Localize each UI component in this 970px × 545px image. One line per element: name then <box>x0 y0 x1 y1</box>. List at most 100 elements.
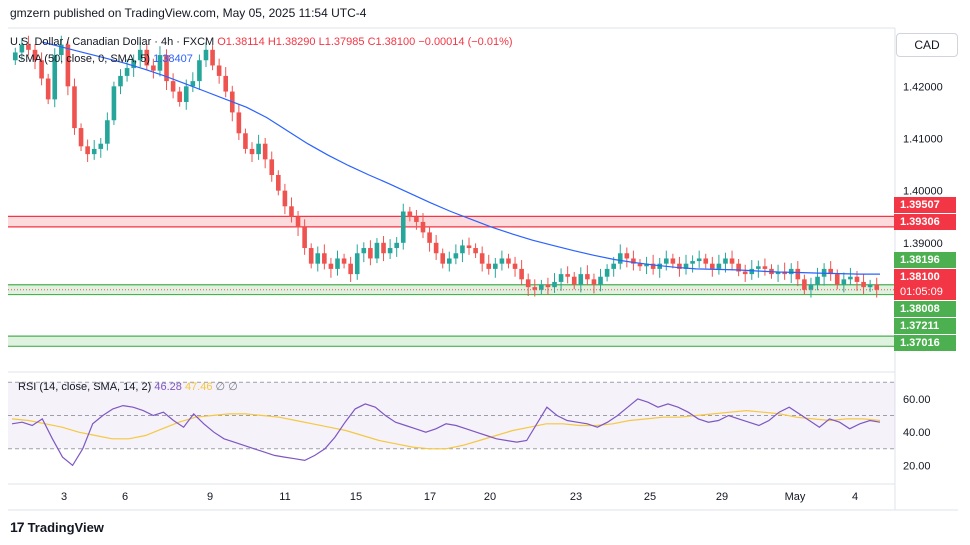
candle-body <box>565 274 570 277</box>
candle-body <box>72 86 77 129</box>
candle-body <box>118 75 123 87</box>
candle-body <box>407 211 413 217</box>
candle-body <box>460 245 465 254</box>
rsi-tick-label: 40.00 <box>903 427 931 439</box>
candle-body <box>644 263 649 267</box>
time-tick-label: 9 <box>207 491 213 503</box>
candle-body <box>762 266 768 269</box>
candle-body <box>539 284 544 290</box>
candle-body <box>269 159 275 176</box>
candle-body <box>499 258 505 264</box>
time-tick-label: May <box>785 491 806 503</box>
candle-body <box>236 112 242 134</box>
close-value: C1.38100 <box>367 36 416 48</box>
zones-layer <box>8 215 895 347</box>
rsi-bands <box>8 381 895 450</box>
candle-body <box>828 268 833 275</box>
time-tick-label: 17 <box>424 491 436 503</box>
sma-line <box>41 41 880 275</box>
candle-body <box>729 258 735 264</box>
rsi-legend[interactable]: RSI (14, close, SMA, 14, 2) 46.28 47.46 … <box>18 380 238 393</box>
candle-body <box>78 128 84 147</box>
rsi-label: RSI (14, close, SMA, 14, 2) <box>18 381 152 393</box>
time-tick-label: 20 <box>484 491 496 503</box>
candle-body <box>466 245 472 249</box>
candle-body <box>677 263 682 269</box>
price-tick-label: 1.40000 <box>903 186 943 198</box>
sma-label: SMA (50, close, 0, SMA, 5) <box>18 53 151 65</box>
resistance-bottom-tag: 1.39306 <box>894 214 956 230</box>
candle-body <box>703 258 709 264</box>
candle-body <box>512 263 518 269</box>
candle-body <box>493 263 498 269</box>
rsi-extra-2: ∅ <box>228 381 238 393</box>
candle-body <box>874 284 880 290</box>
candle-body <box>578 274 584 285</box>
candle-body <box>52 55 58 100</box>
candle-body <box>164 55 169 82</box>
candle-body <box>203 49 209 61</box>
candle-body <box>775 271 781 275</box>
candle-body <box>525 279 531 288</box>
price-tick-label: 1.39000 <box>903 238 943 250</box>
zone-support_near <box>8 284 895 295</box>
resistance-top-tag: 1.39507 <box>894 197 956 213</box>
time-tick-label: 23 <box>570 491 582 503</box>
rsi-ma-value: 47.46 <box>184 381 213 393</box>
candle-body <box>105 120 110 144</box>
candle-body <box>723 258 728 264</box>
candle-body <box>197 60 202 82</box>
time-tick-label: 15 <box>350 491 362 503</box>
candle-body <box>585 274 590 280</box>
brand-name: TradingView <box>27 519 104 535</box>
candle-body <box>552 281 557 288</box>
candles-layer <box>12 35 880 298</box>
candle-body <box>256 143 261 155</box>
candle-body <box>545 284 551 288</box>
low-value: L1.37985 <box>318 36 365 48</box>
candle-body <box>12 52 18 61</box>
candle-body <box>131 60 136 69</box>
candle-body <box>170 81 176 92</box>
candle-body <box>446 258 452 264</box>
candle-body <box>91 148 97 155</box>
candle-body <box>834 274 840 285</box>
sma-legend[interactable]: SMA (50, close, 0, SMA, 5) 1.38407 <box>18 53 193 65</box>
candle-body <box>295 216 301 228</box>
candle-body <box>335 258 340 269</box>
candle-body <box>598 276 603 285</box>
candle-body <box>144 49 150 66</box>
sma-price-tag: 1.38196 <box>894 252 956 268</box>
candle-body <box>690 261 695 264</box>
candle-body <box>210 49 215 66</box>
candle-body <box>65 44 71 87</box>
symbol-name[interactable]: U.S. Dollar / Canadian Dollar · 4h · FXC… <box>10 36 215 48</box>
candle-body <box>749 268 755 275</box>
time-tick-label: 25 <box>644 491 656 503</box>
candle-body <box>216 65 222 76</box>
candle-body <box>348 263 353 275</box>
rsi-tick-label: 20.00 <box>903 460 931 472</box>
candle-body <box>262 143 268 160</box>
candle-body <box>808 284 814 290</box>
time-tick-label: 11 <box>279 491 290 503</box>
currency-button[interactable]: CAD <box>896 33 958 57</box>
symbol-legend: U.S. Dollar / Canadian Dollar · 4h · FXC… <box>10 36 513 48</box>
candle-body <box>374 242 380 259</box>
candle-body <box>815 276 820 285</box>
candle-body <box>19 44 25 53</box>
candle-body <box>39 60 44 79</box>
candle-body <box>322 253 327 264</box>
candle-body <box>742 271 748 275</box>
candle-body <box>519 268 524 280</box>
footer-brand[interactable]: 17 TradingView <box>10 519 104 535</box>
candle-body <box>604 268 610 277</box>
open-value: O1.38114 <box>217 36 265 48</box>
tradingview-logo-icon: 17 <box>10 519 25 535</box>
candle-body <box>631 258 636 264</box>
support-mid-tag: 1.37211 <box>894 318 956 334</box>
candle-body <box>111 86 117 121</box>
candle-body <box>414 216 419 222</box>
candle-body <box>223 75 229 92</box>
